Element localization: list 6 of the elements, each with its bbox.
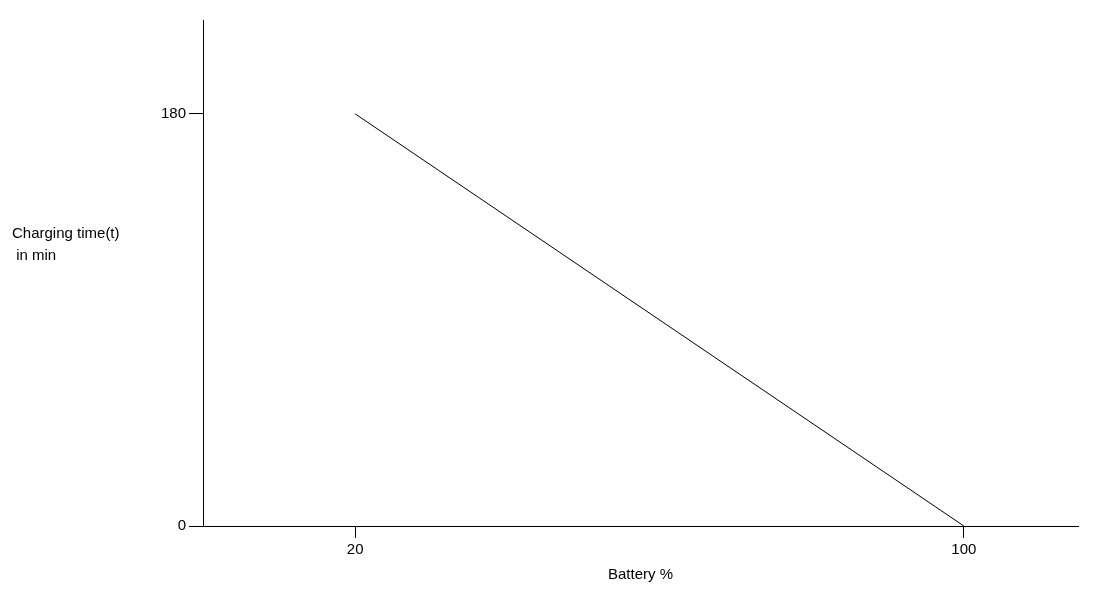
y-tick-label: 180 bbox=[161, 104, 187, 122]
x-tick-label: 20 bbox=[346, 540, 364, 558]
x-tick-label: 100 bbox=[951, 540, 977, 558]
y-tick-label: 0 bbox=[177, 516, 187, 534]
y-axis-title: Charging time(t) in min bbox=[12, 223, 120, 263]
x-axis-title: Battery % bbox=[608, 565, 674, 583]
